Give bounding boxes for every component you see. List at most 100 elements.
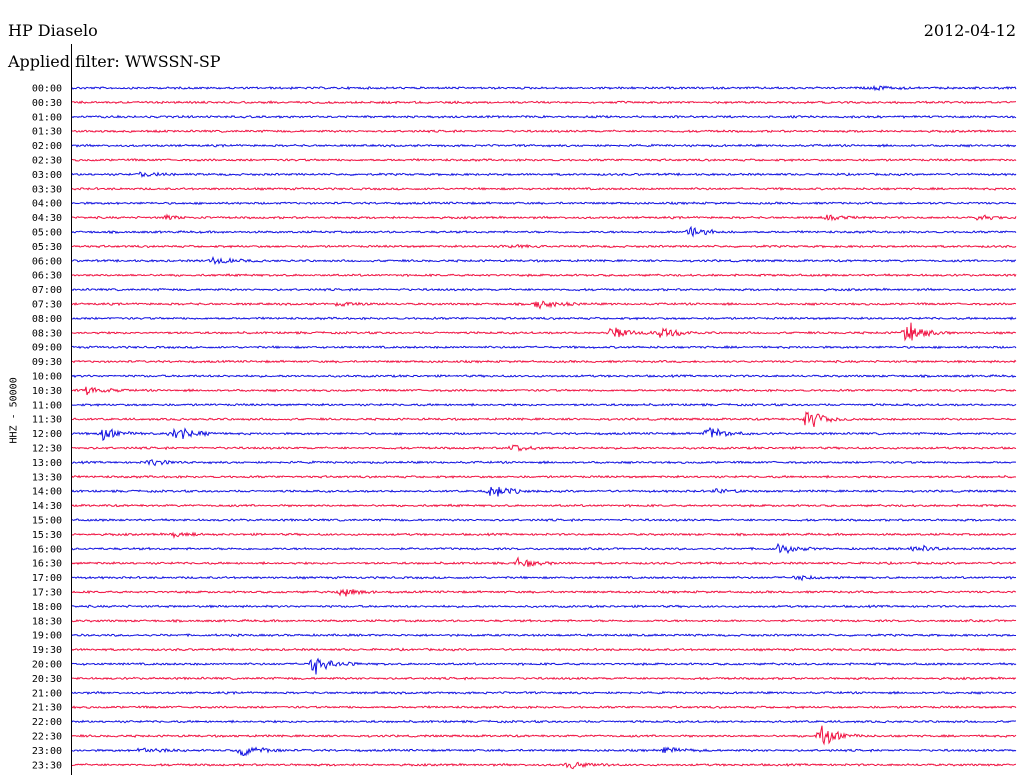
trace-0500 [72,227,1016,236]
row-label: 23:00 [32,746,62,757]
trace-0100 [72,116,1016,118]
trace-1230 [72,445,1016,450]
row-label: 13:30 [32,472,62,483]
row-label: 06:30 [32,271,62,282]
trace-1300 [72,460,1016,466]
row-label: 23:30 [32,760,62,771]
trace-0230 [72,159,1016,161]
row-label: 09:30 [32,357,62,368]
trace-1800 [72,605,1016,607]
trace-1130 [72,413,1016,427]
row-label: 21:30 [32,703,62,714]
trace-0600 [72,258,1016,264]
row-label: 00:30 [32,98,62,109]
trace-0700 [72,288,1016,290]
row-label: 22:30 [32,732,62,743]
row-label: 16:00 [32,544,62,555]
trace-0300 [72,172,1016,176]
trace-0130 [72,130,1016,132]
row-label: 16:30 [32,559,62,570]
row-label: 11:00 [32,400,62,411]
row-label: 12:30 [32,444,62,455]
trace-2330 [72,762,1016,768]
trace-1000 [72,375,1016,377]
trace-0900 [72,346,1016,348]
row-label: 06:00 [32,256,62,267]
trace-1200 [72,428,1016,440]
trace-1700 [72,576,1016,580]
row-label: 21:00 [32,688,62,699]
trace-0430 [72,215,1016,220]
trace-0400 [72,202,1016,204]
trace-0330 [72,188,1016,190]
row-label: 20:00 [32,660,62,671]
trace-2300 [72,747,1016,755]
row-label: 09:00 [32,343,62,354]
row-label: 00:00 [32,84,62,95]
trace-1500 [72,519,1016,521]
row-label: 18:00 [32,602,62,613]
trace-1930 [72,649,1016,651]
traces [72,86,1016,768]
row-label: 18:30 [32,616,62,627]
row-label: 01:00 [32,112,62,123]
trace-1430 [72,504,1016,506]
row-label: 01:30 [32,127,62,138]
trace-2030 [72,677,1016,679]
trace-0200 [72,144,1016,146]
trace-1900 [72,634,1016,636]
row-label: 05:30 [32,242,62,253]
trace-1330 [72,476,1016,478]
row-label: 13:00 [32,458,62,469]
row-label: 17:00 [32,573,62,584]
trace-2130 [72,706,1016,708]
trace-1630 [72,558,1016,567]
row-label: 05:00 [32,228,62,239]
row-label: 07:30 [32,300,62,311]
trace-1400 [72,487,1016,496]
trace-0830 [72,323,1016,341]
trace-1730 [72,589,1016,596]
row-label: 19:30 [32,645,62,656]
row-label: 17:30 [32,588,62,599]
row-label: 04:00 [32,199,62,210]
trace-2100 [72,692,1016,694]
row-label: 14:00 [32,487,62,498]
row-label: 20:30 [32,674,62,685]
row-label: 10:00 [32,372,62,383]
trace-0730 [72,301,1016,308]
row-label: 08:00 [32,314,62,325]
row-label: 07:00 [32,285,62,296]
trace-0000 [72,86,1016,90]
row-label: 15:00 [32,516,62,527]
trace-1600 [72,544,1016,553]
row-label: 11:30 [32,415,62,426]
row-label: 02:00 [32,141,62,152]
row-label: 02:30 [32,156,62,167]
row-label: 14:30 [32,501,62,512]
row-labels: 00:00 00:30 01:00 01:30 02:00 02:30 03:00 03:30… [32,84,62,772]
row-label: 10:30 [32,386,62,397]
row-label: 08:30 [32,328,62,339]
channel-label: HHZ - 50000 [9,404,20,444]
row-label: 03:00 [32,170,62,181]
row-label: 15:30 [32,530,62,541]
trace-2000 [72,659,1016,675]
row-label: 12:00 [32,429,62,440]
trace-0630 [72,274,1016,276]
row-label: 04:30 [32,213,62,224]
row-label: 19:00 [32,631,62,642]
trace-2200 [72,720,1016,722]
trace-0030 [72,101,1016,103]
trace-1530 [72,533,1016,537]
row-label: 03:30 [32,184,62,195]
trace-1030 [72,387,1016,395]
trace-2230 [72,726,1016,744]
trace-0530 [72,245,1016,248]
row-label: 22:00 [32,717,62,728]
trace-0930 [72,361,1016,363]
trace-0800 [72,317,1016,319]
trace-1100 [72,404,1016,406]
trace-1830 [72,620,1016,622]
